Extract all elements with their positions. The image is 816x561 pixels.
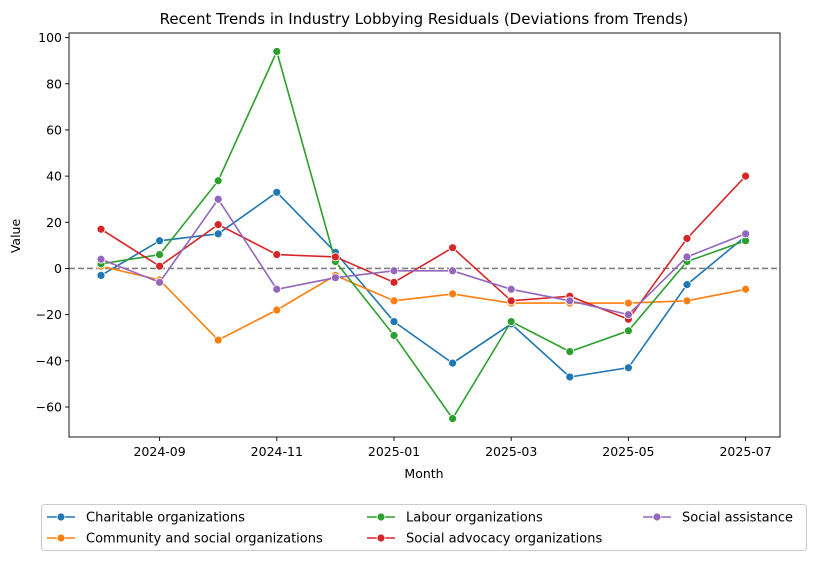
legend-marker — [652, 512, 662, 522]
x-tick-label: 2025-01 — [368, 444, 420, 459]
data-point — [96, 254, 106, 264]
legend-box — [41, 504, 807, 551]
y-tick-label: 60 — [46, 122, 62, 137]
data-point — [565, 347, 575, 356]
y-tick-label: 0 — [54, 261, 62, 276]
series-line-0 — [100, 191, 747, 378]
data-point — [389, 317, 399, 326]
data-point — [506, 296, 516, 306]
x-tick-label: 2025-03 — [485, 444, 537, 459]
data-point — [96, 224, 106, 234]
data-point — [741, 284, 750, 294]
series-line-2 — [100, 49, 746, 420]
data-point — [448, 266, 458, 276]
data-point — [155, 236, 165, 246]
data-point — [330, 273, 340, 283]
data-point — [506, 317, 516, 326]
data-point — [624, 298, 633, 308]
data-point — [682, 296, 692, 306]
x-tick-label: 2024-11 — [251, 444, 303, 459]
data-point — [330, 252, 340, 262]
data-point — [448, 243, 458, 253]
data-point — [624, 363, 633, 373]
data-point — [682, 280, 692, 290]
data-point — [624, 326, 633, 336]
x-axis-label: Month — [404, 466, 443, 481]
data-point — [155, 277, 165, 287]
data-point — [741, 229, 750, 239]
data-point — [448, 414, 458, 423]
data-point — [565, 372, 575, 382]
series-line-4 — [100, 197, 746, 316]
y-tick-label: 20 — [46, 215, 62, 230]
data-point — [565, 296, 575, 306]
data-point — [448, 289, 458, 299]
legend-marker — [376, 512, 386, 522]
plot-area — [68, 32, 781, 438]
data-point — [155, 250, 165, 260]
data-point — [682, 234, 692, 243]
data-point — [213, 220, 223, 230]
data-point — [213, 194, 223, 204]
y-axis: −60 −40 −20 0 20 40 60 80 100 — [36, 30, 69, 414]
y-tick-label: 80 — [46, 76, 62, 91]
data-point — [272, 305, 282, 315]
x-tick-label: 2025-07 — [719, 444, 771, 459]
data-point — [389, 331, 399, 340]
legend: Charitable organizations Community and so… — [41, 504, 807, 551]
data-point — [213, 176, 223, 186]
y-tick-label: −60 — [36, 399, 62, 414]
data-point — [272, 187, 282, 197]
y-tick-label: 100 — [38, 30, 62, 45]
data-point — [389, 277, 399, 287]
x-tick-label: 2024-09 — [133, 444, 185, 459]
series-line-1 — [100, 265, 746, 341]
y-axis-label: Value — [8, 219, 23, 254]
x-tick-label: 2025-05 — [602, 444, 654, 459]
data-point — [448, 358, 458, 368]
data-point — [389, 296, 399, 306]
data-point — [272, 47, 282, 56]
legend-label: Community and social organizations — [86, 532, 323, 547]
data-point — [624, 310, 633, 320]
data-point — [506, 284, 516, 294]
x-axis: 2024-09 2024-11 2025-01 2025-03 2025-05 2025-… — [133, 437, 772, 459]
data-point — [741, 171, 750, 181]
legend-label: Labour organizations — [406, 511, 543, 526]
data-point — [272, 250, 282, 260]
data-point — [96, 270, 106, 280]
data-point — [682, 252, 692, 262]
legend-label: Social advocacy organizations — [406, 532, 602, 547]
data-point — [155, 261, 165, 271]
data-point — [272, 284, 282, 294]
legend-marker — [376, 533, 386, 543]
y-tick-label: −20 — [36, 307, 62, 322]
legend-marker — [56, 533, 66, 543]
y-tick-label: −40 — [36, 353, 62, 368]
y-tick-label: 40 — [46, 169, 62, 184]
plot-frame — [68, 32, 781, 438]
chart-title: Recent Trends in Industry Lobbying Resid… — [160, 10, 689, 28]
legend-marker — [56, 512, 66, 522]
data-point — [213, 229, 223, 239]
data-point — [213, 335, 223, 345]
legend-label: Social assistance — [682, 511, 793, 526]
legend-label: Charitable organizations — [86, 511, 245, 526]
data-point — [389, 266, 399, 276]
